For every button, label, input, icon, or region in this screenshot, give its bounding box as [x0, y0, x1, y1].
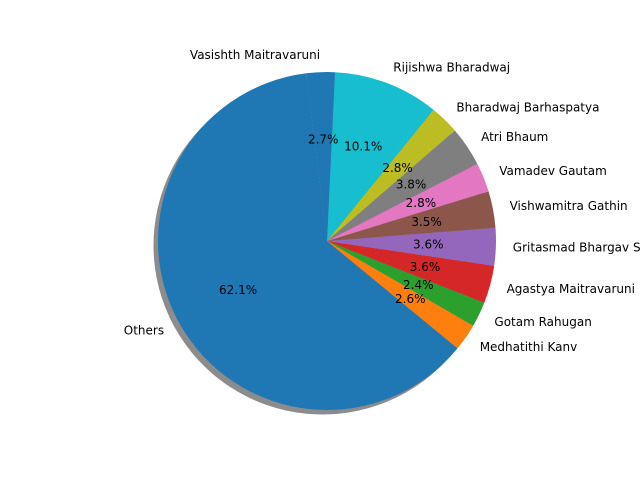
pie-slice-vishwamitra-gathin — [327, 191, 496, 241]
slice-percent-agastya-maitravaruni: 3.6% — [410, 260, 441, 274]
slice-percent-medhatithi-kanv: 2.6% — [395, 292, 426, 306]
pie-slice-others — [158, 73, 458, 410]
slice-percent-vamadev-gautam: 2.8% — [406, 196, 437, 210]
pie-slice-vamadev-gautam — [327, 163, 489, 241]
slice-percent-atri-bhaum: 3.8% — [396, 177, 427, 191]
slice-label-others: Others — [124, 324, 164, 338]
pie-slice-medhatithi-kanv — [327, 241, 474, 349]
slice-percent-vasishth-maitravaruni: 2.7% — [308, 133, 339, 147]
pie-slice-gotam-rahugan — [327, 241, 485, 326]
pie-slice-rijishwa-bharadwaj — [327, 72, 434, 241]
slice-label-gritasmad-bhargav-shaunak: Gritasmad Bhargav Shaunak — [513, 241, 640, 255]
slice-label-vasishth-maitravaruni: Vasishth Maitravaruni — [190, 48, 320, 62]
slice-label-agastya-maitravaruni: Agastya Maitravaruni — [507, 282, 635, 296]
slice-label-atri-bhaum: Atri Bhaum — [481, 130, 548, 144]
slice-percent-bharadwaj-barhaspatya: 2.8% — [382, 161, 413, 175]
pie-slice-bharadwaj-barhaspatya — [327, 109, 455, 241]
slice-percent-rijishwa-bharadwaj: 10.1% — [344, 139, 382, 153]
slice-label-rijishwa-bharadwaj: Rijishwa Bharadwaj — [393, 60, 510, 74]
pie-slice-atri-bhaum — [327, 130, 478, 241]
slice-percent-vishwamitra-gathin: 3.5% — [411, 215, 442, 229]
pie-labels: Others Medhatithi Kanv Gotam Rahugan Agasty… — [124, 48, 640, 354]
slice-percent-others: 62.1% — [219, 283, 257, 297]
pie-slice-vasishth-maitravaruni — [306, 71, 336, 241]
slice-label-medhatithi-kanv: Medhatithi Kanv — [480, 340, 578, 354]
pie-slice-agastya-maitravaruni — [327, 241, 495, 303]
pie-percent-labels: 62.1%2.6%2.4%3.6%3.6%3.5%2.8%3.8%2.8%10.… — [219, 133, 444, 306]
slice-percent-gritasmad-bhargav-shaunak: 3.6% — [413, 238, 444, 252]
slice-percent-gotam-rahugan: 2.4% — [403, 278, 434, 292]
slice-label-vamadev-gautam: Vamadev Gautam — [499, 164, 607, 178]
pie-slice-gritasmad-bhargav-shaunak — [327, 227, 496, 266]
pie-slices — [158, 71, 496, 410]
slice-label-vishwamitra-gathin: Vishwamitra Gathin — [510, 199, 628, 213]
slice-label-bharadwaj-barhaspatya: Bharadwaj Barhaspatya — [456, 101, 599, 115]
slice-label-gotam-rahugan: Gotam Rahugan — [494, 315, 591, 329]
